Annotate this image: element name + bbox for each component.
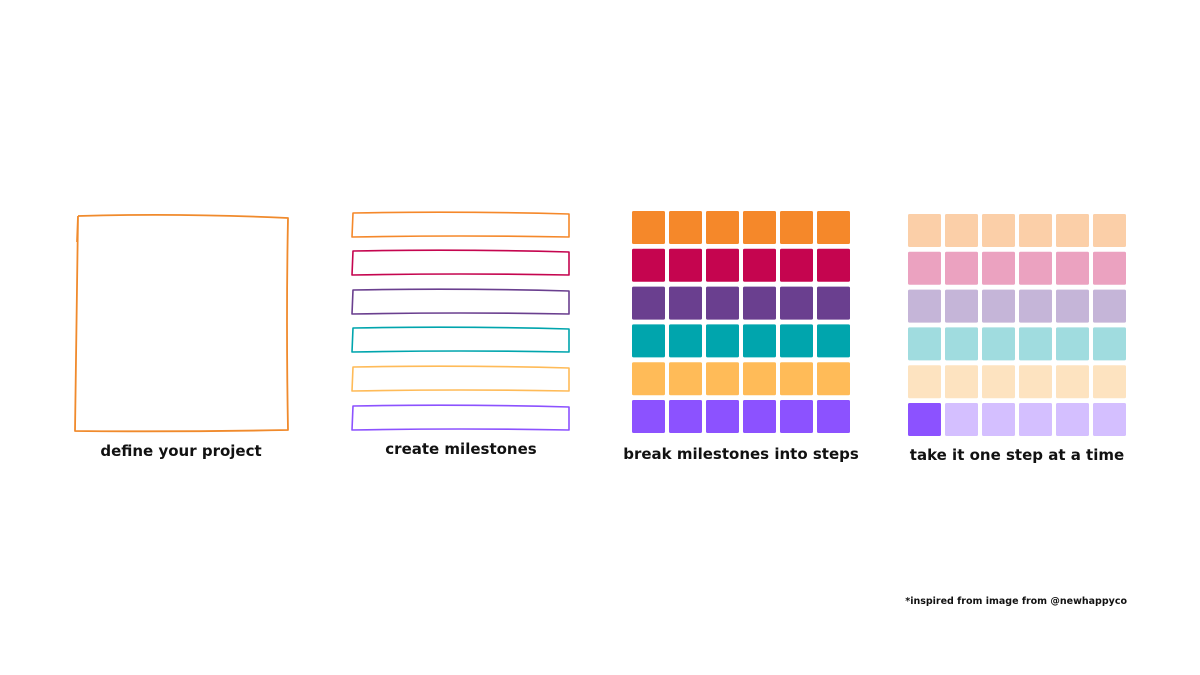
step-square [632, 248, 665, 282]
step-square [817, 400, 850, 433]
step-grid [632, 211, 850, 433]
step-square [1019, 289, 1052, 323]
step-square [780, 211, 813, 244]
step-square [945, 365, 978, 399]
step-square [945, 251, 978, 285]
milestone-outlines [351, 211, 570, 431]
step-square [908, 214, 941, 247]
step-square [743, 248, 776, 282]
step-square [908, 327, 941, 361]
step-square [945, 327, 978, 361]
footnote: *inspired from image from @newhappyco [905, 596, 1127, 607]
step-square [632, 286, 665, 320]
step-square [743, 324, 776, 358]
caption: break milestones into steps [623, 445, 859, 463]
caption: take it one step at a time [910, 446, 1124, 464]
step-square [982, 327, 1015, 361]
step-square [1056, 327, 1089, 361]
milestone-bar [351, 211, 570, 238]
step-square [1019, 214, 1052, 247]
step-square [817, 362, 850, 396]
step-square [1019, 403, 1052, 436]
step-square [982, 251, 1015, 285]
step-square [817, 211, 850, 244]
step-square [706, 286, 739, 320]
step-square [1056, 289, 1089, 323]
step-square [780, 400, 813, 433]
step-square [982, 214, 1015, 247]
step-square [1093, 289, 1126, 323]
step-square [669, 211, 702, 244]
step-square [706, 248, 739, 282]
step-square [743, 362, 776, 396]
step-square [780, 324, 813, 358]
caption: define your project [100, 442, 261, 460]
step-square [706, 362, 739, 396]
step-square [669, 362, 702, 396]
caption: create milestones [385, 440, 536, 458]
step-square [945, 214, 978, 247]
step-square [817, 248, 850, 282]
step-square [1093, 327, 1126, 361]
milestone-bar [351, 249, 570, 276]
step-square [669, 248, 702, 282]
step-square [743, 286, 776, 320]
step-square [1056, 365, 1089, 399]
step-square [780, 248, 813, 282]
step-square [817, 324, 850, 358]
step-square [743, 400, 776, 433]
step-square [1056, 251, 1089, 285]
step-square [1056, 214, 1089, 247]
project-outline [74, 213, 289, 433]
step-square [1093, 365, 1126, 399]
step-square [945, 289, 978, 323]
step-square [632, 211, 665, 244]
step-square [632, 324, 665, 358]
step-square [982, 403, 1015, 436]
step-square [1019, 327, 1052, 361]
step-square [632, 362, 665, 396]
step-square [706, 324, 739, 358]
step-square [817, 286, 850, 320]
step-square [908, 289, 941, 323]
step-square [982, 289, 1015, 323]
step-square [706, 400, 739, 433]
step-square [908, 251, 941, 285]
progress-grid [908, 214, 1126, 436]
step-square [669, 286, 702, 320]
step-square [908, 365, 941, 399]
milestone-bar [351, 288, 570, 315]
step-square [632, 400, 665, 433]
step-square [908, 403, 941, 436]
step-square [669, 400, 702, 433]
step-square [982, 365, 1015, 399]
step-square [780, 286, 813, 320]
step-square [1019, 365, 1052, 399]
step-square [1093, 214, 1126, 247]
step-square [1093, 251, 1126, 285]
step-square [1093, 403, 1126, 436]
step-square [706, 211, 739, 244]
milestone-bar [351, 365, 570, 392]
step-square [669, 324, 702, 358]
milestone-bar [351, 404, 570, 431]
step-square [945, 403, 978, 436]
step-square [1056, 403, 1089, 436]
step-square [1019, 251, 1052, 285]
step-square [780, 362, 813, 396]
step-square [743, 211, 776, 244]
milestone-bar [351, 326, 570, 353]
